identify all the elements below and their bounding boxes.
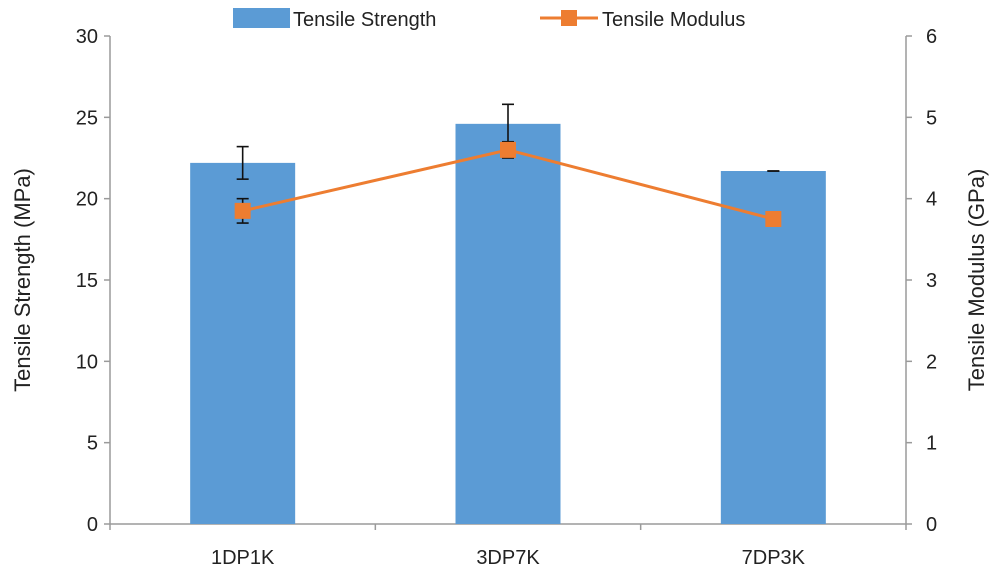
left-tick-label: 30 <box>76 26 98 48</box>
x-tick-label: 3DP7K <box>476 547 540 569</box>
left-tick-label: 10 <box>76 351 98 373</box>
right-tick-label: 2 <box>926 351 937 373</box>
x-tick-label: 7DP3K <box>742 547 806 569</box>
right-tick-label: 0 <box>926 514 937 536</box>
bar <box>720 171 826 524</box>
x-axis-ticks: 1DP1K 3DP7K 7DP3K <box>109 524 907 569</box>
right-axis-ticks: 0 1 2 3 4 5 6 <box>906 26 937 536</box>
right-tick-label: 1 <box>926 433 937 455</box>
modulus-marker <box>234 202 251 219</box>
left-tick-label: 0 <box>87 514 98 536</box>
x-tick-label: 1DP1K <box>211 547 275 569</box>
right-tick-label: 6 <box>926 26 937 48</box>
left-axis-title: Tensile Strength (MPa) <box>10 168 35 392</box>
left-axis-ticks: 0 5 10 15 20 25 30 <box>76 26 110 536</box>
legend-label-tensile-modulus: Tensile Modulus <box>602 9 745 31</box>
right-tick-label: 4 <box>926 189 937 211</box>
right-axis-title: Tensile Modulus (GPa) <box>964 169 989 392</box>
left-tick-label: 5 <box>87 433 98 455</box>
legend-label-tensile-strength: Tensile Strength <box>293 9 436 31</box>
legend: Tensile Strength Tensile Modulus <box>233 8 745 31</box>
bars <box>190 123 826 524</box>
left-tick-label: 20 <box>76 189 98 211</box>
modulus-marker <box>765 211 782 227</box>
right-tick-label: 5 <box>926 107 937 129</box>
legend-swatch-tensile-strength <box>233 8 290 28</box>
modulus-line-series <box>234 140 782 227</box>
legend-marker-tensile-modulus <box>561 10 577 26</box>
modulus-marker <box>500 141 516 158</box>
left-tick-label: 25 <box>76 107 98 129</box>
right-tick-label: 3 <box>926 270 937 292</box>
bar <box>455 123 561 524</box>
left-tick-label: 15 <box>76 270 98 292</box>
